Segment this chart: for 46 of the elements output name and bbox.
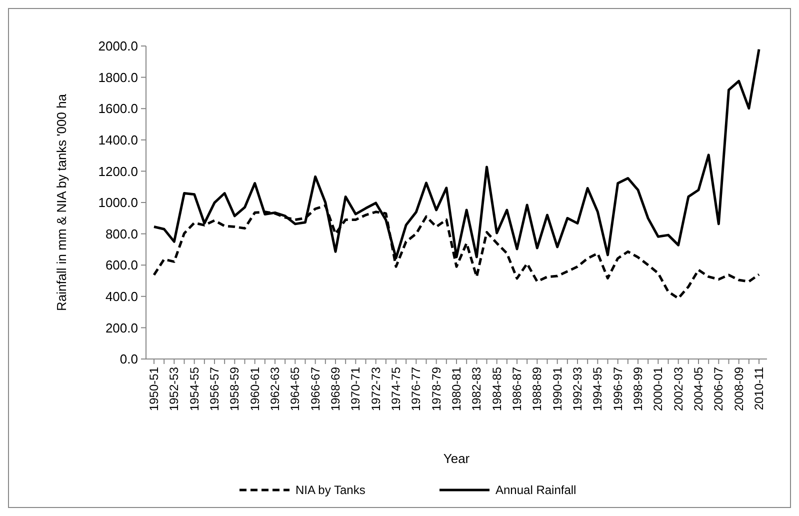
y-tick-label: 600.0: [105, 258, 138, 273]
x-tick-label: 1986-87: [510, 366, 524, 412]
y-tick-label: 1800.0: [98, 70, 138, 85]
x-tick-label: 1954-55: [187, 366, 202, 412]
x-tick-label: 1972-73: [368, 366, 383, 412]
x-tick-label: 1962-63: [268, 366, 282, 412]
y-tick-label: 1200.0: [98, 164, 138, 179]
x-tick-label: 1956-57: [208, 366, 222, 412]
x-tick-label: 2004-05: [692, 366, 706, 412]
x-tick-label: 1998-99: [631, 366, 645, 412]
x-tick-label: 1976-77: [409, 366, 424, 412]
x-tick-label: 1990-91: [550, 366, 564, 412]
y-tick-label: 800.0: [105, 226, 138, 242]
x-tick-label: 2006-07: [712, 366, 726, 412]
y-tick-label: 400.0: [105, 288, 138, 304]
x-tick-label: 2002-03: [671, 366, 686, 412]
x-tick-label: 1964-65: [288, 366, 302, 412]
x-tick-label: 2010-11: [752, 366, 766, 410]
x-tick-label: 1950-51: [147, 366, 161, 412]
y-tick-label: 0.0: [120, 352, 138, 367]
legend-label: NIA by Tanks: [296, 483, 366, 498]
x-tick-label: 1978-79: [429, 366, 444, 412]
x-tick-label: 1984-85: [490, 366, 504, 412]
y-tick-label: 1000.0: [98, 195, 138, 210]
x-tick-label: 1968-69: [328, 366, 342, 412]
y-tick-label: 1600.0: [98, 101, 138, 116]
x-tick-label: 1996-97: [610, 366, 625, 412]
x-tick-label: 1960-61: [248, 366, 262, 412]
y-tick-label: 2000.0: [98, 38, 138, 54]
x-tick-label: 1994-95: [590, 366, 605, 412]
x-tick-label: 2000-01: [651, 366, 666, 412]
x-tick-label: 1952-53: [167, 366, 182, 412]
x-tick-label: 1988-89: [530, 366, 544, 412]
x-tick-label: 1992-93: [570, 366, 584, 412]
y-tick-label: 1400.0: [98, 132, 138, 148]
x-tick-label: 1966-67: [308, 366, 322, 412]
legend-label: Annual Rainfall: [496, 483, 576, 498]
y-axis-title: Rainfall in mm & NIA by tanks '000 ha: [54, 93, 69, 312]
x-tick-label: 1958-59: [228, 366, 242, 412]
x-axis-title: Year: [443, 451, 470, 466]
x-tick-label: 1980-81: [450, 366, 464, 412]
x-tick-label: 1982-83: [470, 366, 484, 412]
x-tick-label: 1974-75: [389, 366, 403, 412]
x-tick-label: 2008-09: [732, 366, 746, 412]
y-tick-label: 200.0: [105, 320, 138, 336]
x-tick-label: 1970-71: [348, 366, 363, 412]
